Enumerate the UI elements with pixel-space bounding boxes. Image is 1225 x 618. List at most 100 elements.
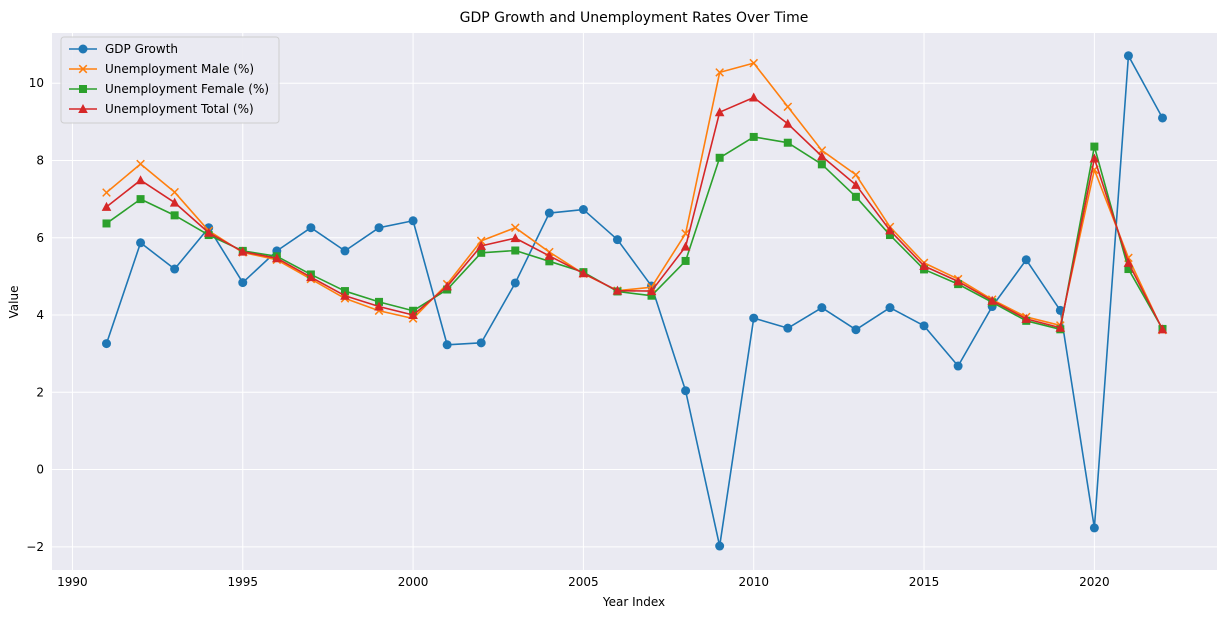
data-point (647, 291, 656, 300)
y-tick-label: 6 (36, 231, 44, 245)
data-point (511, 246, 520, 255)
data-point (408, 216, 418, 226)
data-point (885, 225, 895, 235)
data-point (510, 278, 520, 288)
legend-marker (79, 85, 87, 93)
data-point (885, 303, 895, 313)
data-point (681, 256, 690, 265)
data-point (340, 290, 350, 300)
x-tick-label: 1990 (57, 575, 88, 589)
data-point (953, 276, 963, 286)
data-point (306, 223, 316, 233)
data-point (102, 219, 111, 228)
data-point (783, 138, 792, 147)
y-tick-label: 8 (36, 153, 44, 167)
data-point (817, 303, 827, 313)
data-point (1089, 153, 1100, 163)
data-point (749, 58, 759, 68)
data-point (715, 541, 725, 551)
x-tick-label: 2005 (568, 575, 599, 589)
legend-label: Unemployment Male (%) (105, 62, 254, 76)
data-point (749, 313, 759, 323)
data-point (170, 211, 179, 220)
data-point (714, 107, 725, 117)
data-point (476, 236, 486, 246)
data-point (817, 160, 826, 169)
data-point (170, 264, 180, 274)
data-point (919, 260, 929, 270)
data-point (1021, 313, 1032, 323)
data-point (340, 246, 350, 256)
data-point (545, 257, 554, 266)
y-axis-label: Value (7, 286, 21, 319)
data-point (1055, 322, 1066, 332)
y-tick-label: 2 (36, 385, 44, 399)
data-point (136, 159, 145, 169)
data-point (544, 208, 554, 218)
data-point (101, 201, 112, 211)
data-point (1090, 142, 1099, 151)
data-point (408, 310, 418, 320)
series-line (106, 136, 1164, 331)
y-axis-ticks: −2 0 2 4 6 8 10 (26, 76, 44, 554)
y-tick-label: 4 (36, 308, 44, 322)
data-point (476, 240, 487, 250)
data-point (272, 253, 282, 263)
y-tick-label: 10 (29, 76, 44, 90)
data-point (783, 102, 793, 112)
data-point (987, 295, 997, 305)
x-tick-label: 2000 (398, 575, 429, 589)
data-point (102, 188, 111, 197)
x-tick-label: 2015 (909, 575, 940, 589)
data-point (476, 338, 486, 348)
data-point (1123, 51, 1133, 61)
data-point (578, 268, 589, 278)
data-point (578, 205, 588, 215)
data-point (544, 250, 555, 260)
data-point (748, 92, 759, 102)
data-point (715, 68, 724, 77)
data-point (612, 235, 622, 245)
data-point (374, 301, 384, 311)
data-point (238, 278, 248, 288)
data-point (851, 170, 861, 180)
data-point (203, 227, 214, 237)
data-point (477, 248, 486, 257)
series-group (101, 51, 1168, 551)
data-point (136, 195, 145, 204)
data-point (817, 151, 827, 161)
data-point (510, 233, 521, 243)
data-point (136, 238, 146, 248)
data-point (680, 241, 691, 251)
data-point (715, 153, 724, 162)
series-0 (102, 51, 1167, 551)
data-point (1157, 113, 1167, 123)
series-line (105, 54, 1164, 547)
data-point (1021, 255, 1031, 265)
y-tick-label: −2 (26, 540, 44, 554)
data-point (681, 386, 691, 396)
data-point (237, 246, 248, 256)
data-point (749, 132, 758, 141)
data-point (442, 281, 452, 291)
data-point (1124, 265, 1133, 274)
data-point (135, 175, 146, 185)
data-point (1157, 324, 1168, 334)
data-point (1123, 257, 1134, 267)
data-point (885, 231, 894, 240)
legend-marker (78, 64, 88, 74)
y-tick-label: 0 (36, 463, 44, 477)
data-point (919, 321, 929, 331)
x-axis-label: Year Index (602, 595, 665, 609)
chart-title: GDP Growth and Unemployment Rates Over T… (460, 10, 809, 26)
x-tick-label: 1995 (227, 575, 258, 589)
data-point (442, 340, 452, 350)
x-axis-ticks: 1990 1995 2000 2005 2010 2015 2020 (57, 575, 1109, 589)
legend-label: Unemployment Female (%) (105, 82, 269, 96)
data-point (612, 285, 623, 295)
series-line (106, 96, 1164, 330)
data-point (646, 286, 657, 296)
data-point (170, 187, 179, 197)
data-point (783, 323, 793, 333)
